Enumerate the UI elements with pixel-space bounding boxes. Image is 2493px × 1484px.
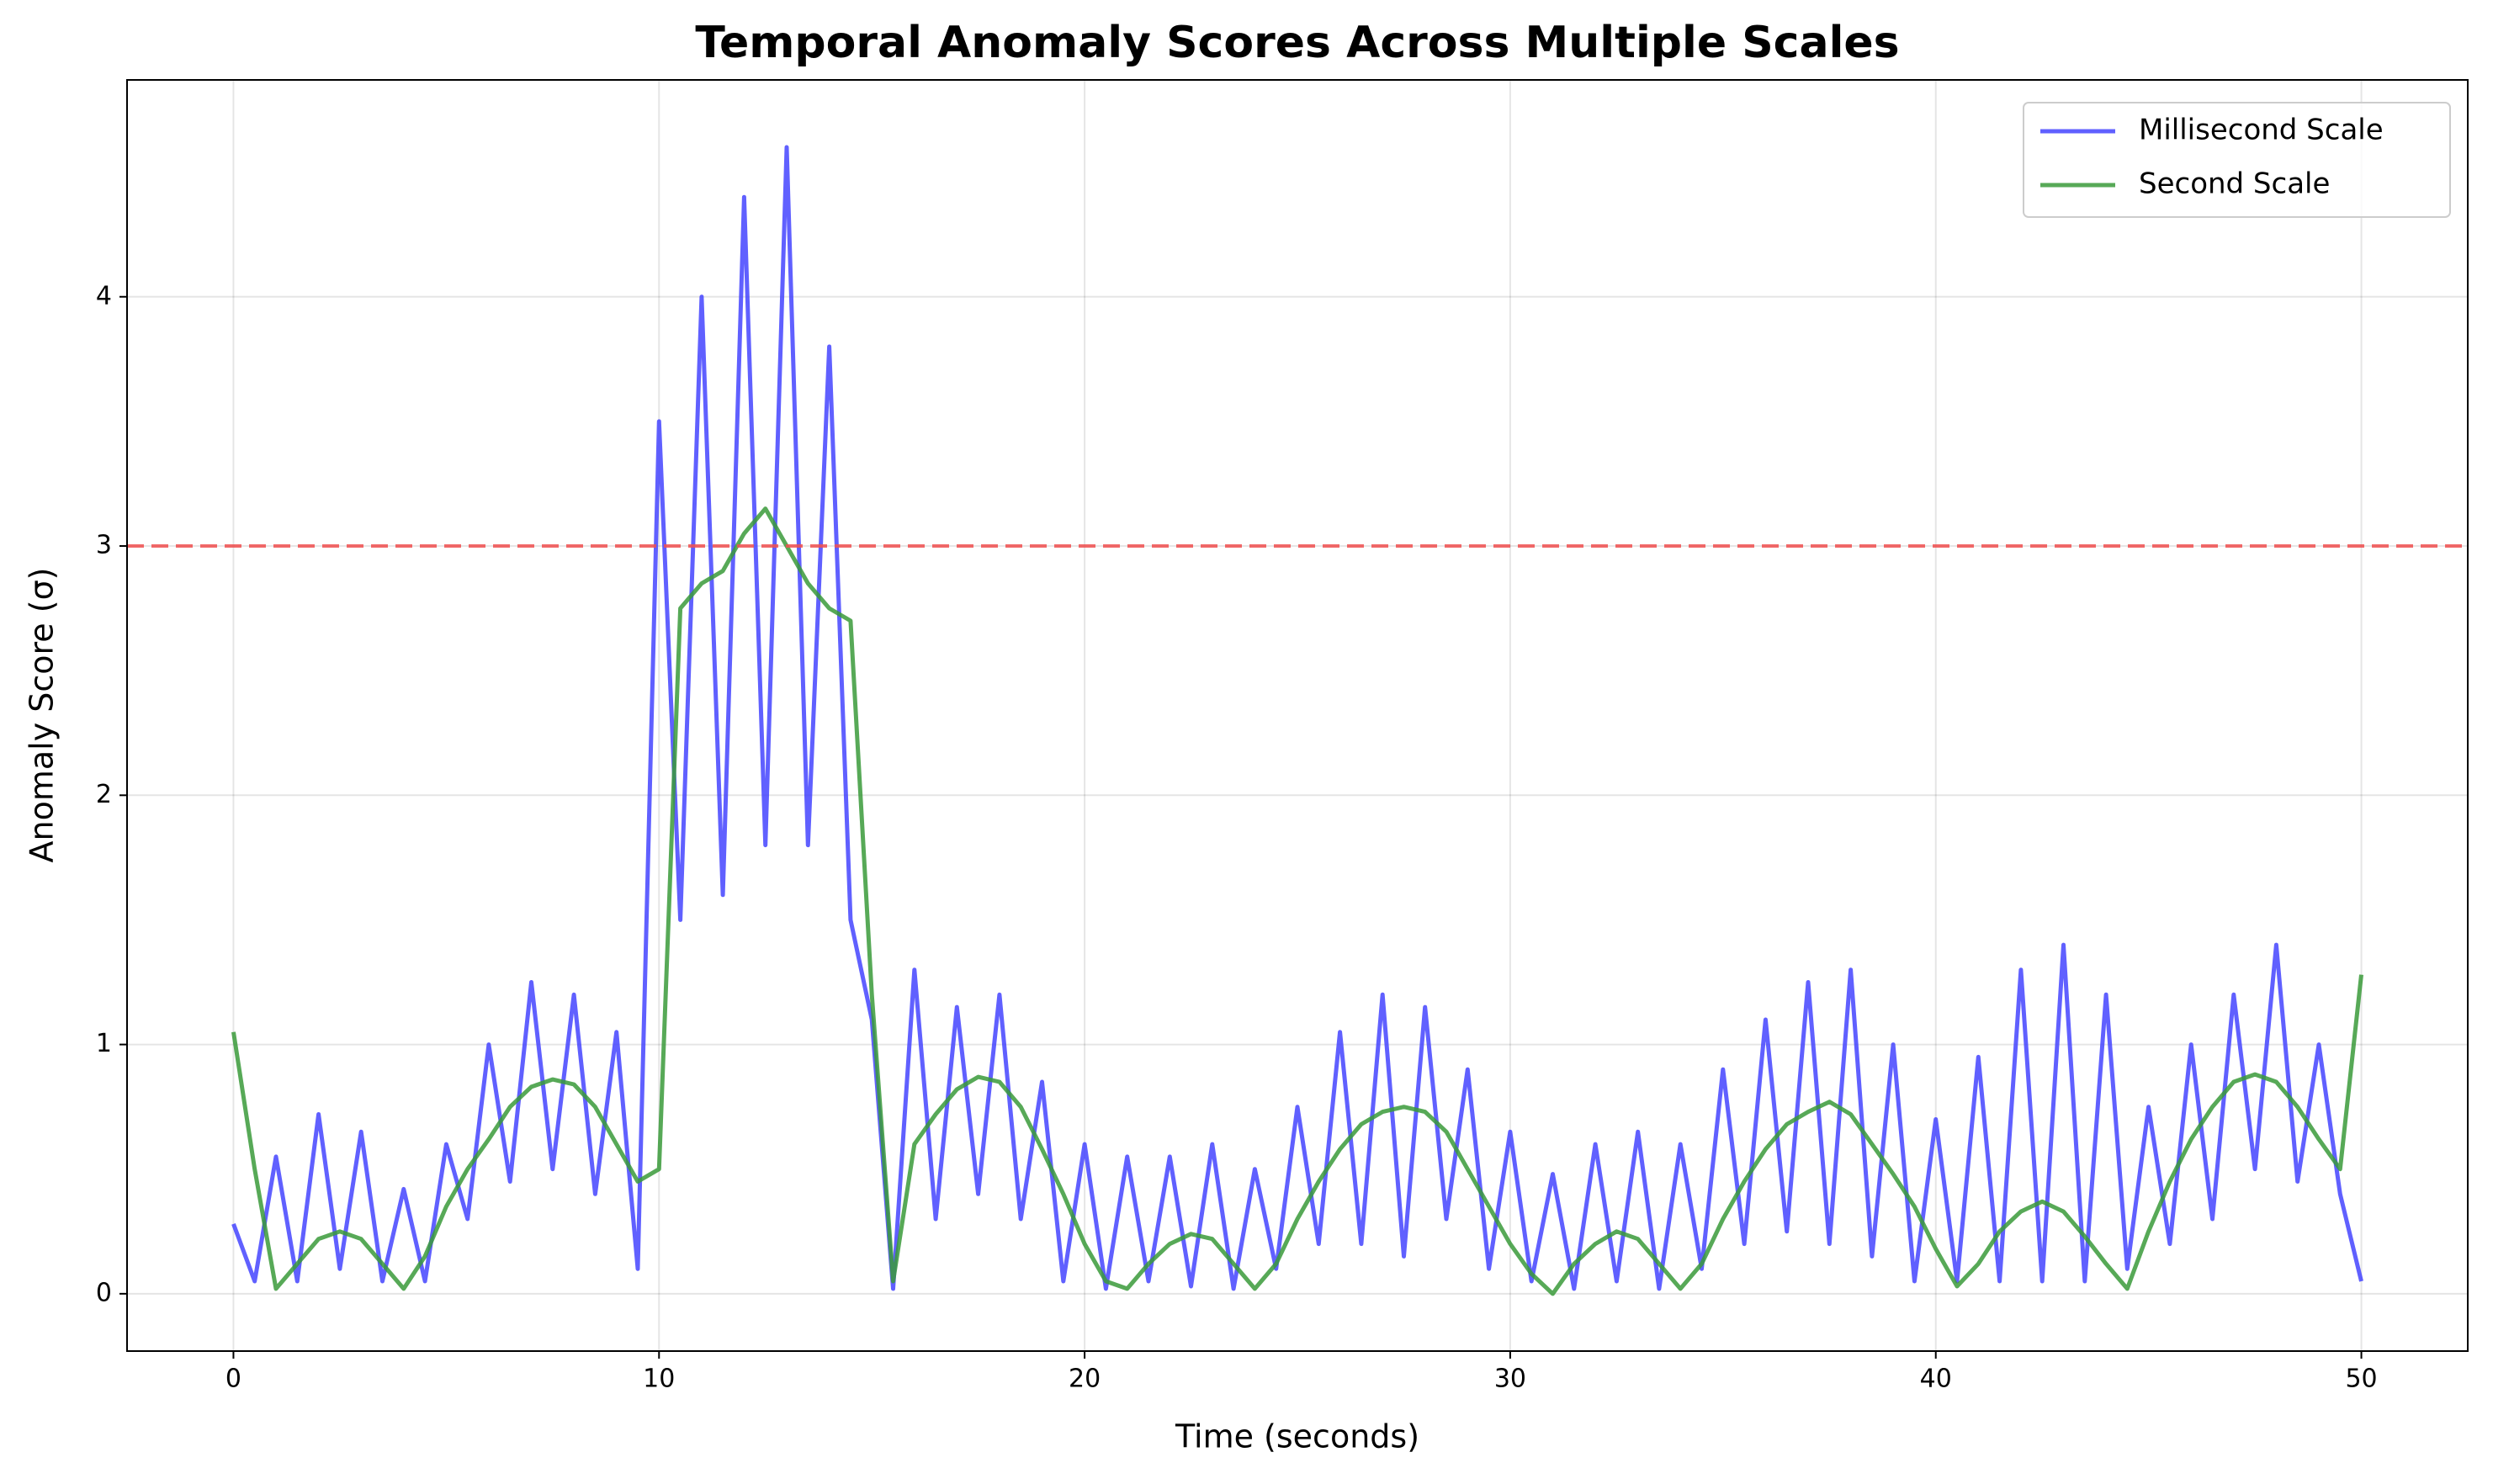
legend-label: Second Scale xyxy=(2139,167,2330,201)
y-tick-label: 4 xyxy=(96,281,112,310)
legend-label: Millisecond Scale xyxy=(2139,114,2384,147)
y-tick-label: 3 xyxy=(96,531,112,560)
data-line xyxy=(231,506,2363,1296)
x-tick-label: 10 xyxy=(643,1365,675,1394)
y-axis-label: Anomaly Score (σ) xyxy=(24,568,61,863)
y-tick-label: 0 xyxy=(96,1278,112,1307)
data-line xyxy=(231,145,2363,1291)
legend-box xyxy=(2023,102,2451,218)
x-axis-label: Time (seconds) xyxy=(1175,1418,1419,1455)
y-tick-label: 1 xyxy=(96,1029,112,1058)
x-tick-label: 50 xyxy=(2345,1365,2377,1394)
x-tick-label: 20 xyxy=(1069,1365,1101,1394)
x-tick-label: 40 xyxy=(1920,1365,1952,1394)
plot-frame xyxy=(126,79,2469,1352)
x-tick-label: 30 xyxy=(1494,1365,1526,1394)
x-tick-label: 0 xyxy=(225,1365,241,1394)
chart-title: Temporal Anomaly Scores Across Multiple … xyxy=(695,18,1899,68)
y-tick-label: 2 xyxy=(96,780,112,809)
